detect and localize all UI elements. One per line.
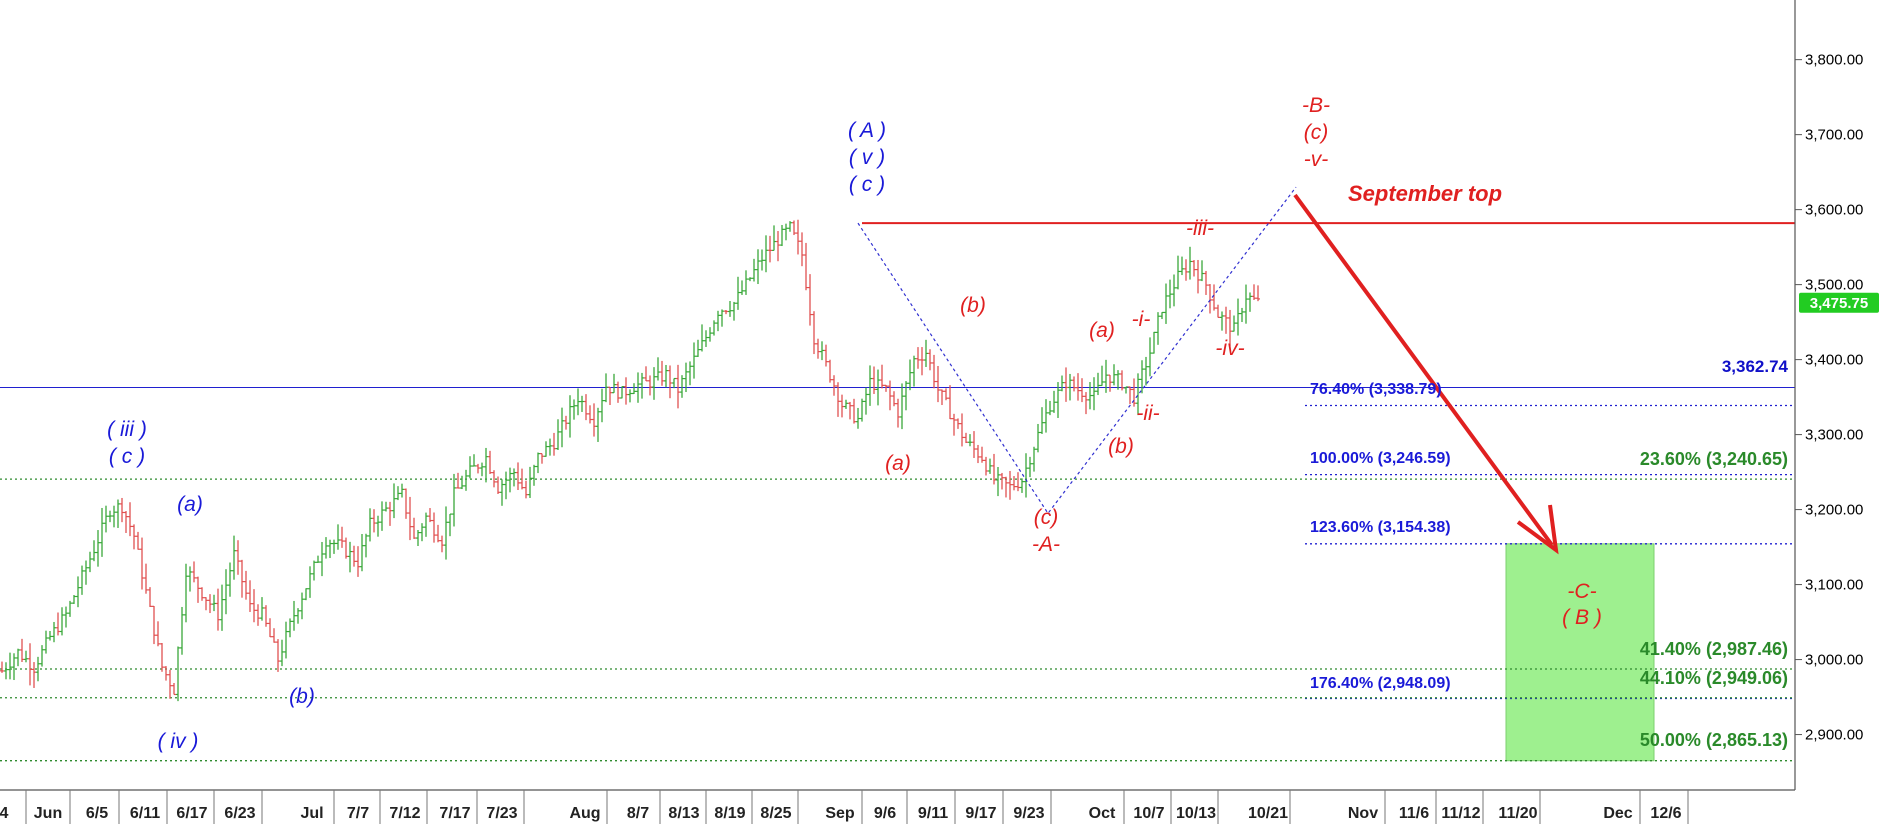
wave-label: ( iv ) [158, 730, 199, 753]
x-tick-label: 6/23 [224, 805, 255, 822]
x-tick-label: 7/17 [439, 805, 470, 822]
wave-guide-lines [857, 186, 1297, 515]
x-tick-label: 6/17 [176, 805, 207, 822]
x-tick-label: 11/6 [1399, 805, 1429, 822]
wave-label-text: ( A ) [848, 119, 886, 142]
x-tick-label: 10/21 [1248, 805, 1288, 822]
price-bars [0, 219, 1260, 702]
x-tick-label: 8/13 [668, 805, 699, 822]
wave-label: -iii- [1186, 217, 1214, 240]
x-tick-label: Dec [1603, 805, 1632, 822]
x-tick-label: 11/20 [1498, 805, 1537, 822]
x-tick-label: 9/6 [874, 805, 896, 822]
wave-label-text: (a) [177, 493, 203, 516]
y-tick-label: 3,400.00 [1805, 352, 1863, 369]
last-price-text: 3,475.75 [1810, 295, 1868, 312]
fib-retracement-label: 44.10% (2,949.06) [1640, 668, 1788, 688]
x-tick-label: Jun [34, 805, 62, 822]
wave-label: -B- (c) -v- [1302, 94, 1330, 171]
target-zone-label: ( B ) [1562, 606, 1602, 629]
wave-label: (a) [177, 493, 203, 516]
wave-label: -iv- [1215, 337, 1244, 360]
x-tick-label: 11/12 [1441, 805, 1480, 822]
fib-extension-label: 100.00% (3,246.59) [1310, 450, 1451, 467]
x-tick-label: 9/11 [918, 805, 948, 822]
wave-label: -i- [1132, 308, 1151, 331]
wave-label: (b) [289, 685, 315, 708]
x-tick-label: 10/7 [1133, 805, 1164, 822]
fib-retracement-label: 50.00% (2,865.13) [1640, 730, 1788, 750]
y-tick-label: 3,600.00 [1805, 202, 1863, 219]
wave-label: (b) [1108, 435, 1134, 458]
y-tick-label: 2,900.00 [1805, 727, 1863, 744]
fib-extension-label: 123.60% (3,154.38) [1310, 519, 1451, 536]
x-tick-label: 9/17 [965, 805, 996, 822]
wave-label-text: -iv- [1215, 337, 1244, 360]
x-tick-label: Nov [1348, 805, 1378, 822]
x-tick-label: 7/7 [347, 805, 369, 822]
x-tick-label: 9/23 [1013, 805, 1044, 822]
wave-label-text: -B- [1302, 94, 1330, 117]
x-tick-label: 12/6 [1650, 805, 1681, 822]
x-tick-label: Oct [1089, 805, 1116, 822]
wave-label-text: ( iv ) [158, 730, 199, 753]
wave-label: (a) [1089, 319, 1115, 342]
x-tick-label: 8/7 [627, 805, 649, 822]
wave-label-text: (b) [1108, 435, 1134, 458]
wave-label: ( iii ) ( c ) [107, 418, 147, 468]
wave-label: ( A ) ( v ) ( c ) [848, 119, 886, 196]
x-tick-label: 7/12 [389, 805, 420, 822]
y-tick-label: 3,000.00 [1805, 652, 1863, 669]
x-tick-label: Sep [825, 805, 855, 822]
wave-label: (a) [885, 452, 911, 475]
wave-label-text: ( c ) [849, 173, 885, 196]
y-tick-label: 3,100.00 [1805, 577, 1863, 594]
wave-label-text: (a) [1089, 319, 1115, 342]
wave-label-text: -i- [1132, 308, 1151, 331]
x-tick-label: 6/11 [130, 805, 160, 822]
wave-label-text: ( c ) [109, 445, 145, 468]
wave-label-text: (c) [1034, 506, 1059, 529]
fib-retracement-label: 23.60% (3,240.65) [1640, 449, 1788, 469]
x-tick-label: Jul [300, 805, 323, 822]
target-zone-label: -C- [1567, 580, 1596, 603]
projection-arrow-head [1516, 504, 1559, 555]
x-tick-label: 8/25 [760, 805, 791, 822]
wave-label-text: -iii- [1186, 217, 1214, 240]
x-tick-label: Aug [569, 805, 600, 822]
wave-label-text: (c) [1304, 121, 1329, 144]
y-tick-label: 3,300.00 [1805, 427, 1863, 444]
wave-label: -ii- [1136, 402, 1159, 425]
y-tick-label: 3,500.00 [1805, 277, 1863, 294]
target-zone-box [1505, 543, 1655, 762]
level-label: September top [1348, 181, 1502, 206]
projection-arrow-shaft [1293, 193, 1554, 547]
wave-label: (b) [960, 294, 986, 317]
wave-label-text: -A- [1032, 533, 1060, 556]
wave-label-text: ( iii ) [107, 418, 147, 441]
y-tick-label: 3,700.00 [1805, 127, 1863, 144]
wave-label: (c) -A- [1032, 506, 1060, 556]
wave-label-text: (a) [885, 452, 911, 475]
level-label: 3,362.74 [1722, 357, 1789, 376]
x-tick-label: 4 [0, 805, 9, 822]
last-price-badge [1799, 292, 1879, 313]
x-tick-label: 8/19 [714, 805, 745, 822]
wave-label-text: (b) [960, 294, 986, 317]
fib-extension-label: 76.40% (3,338.79) [1310, 381, 1442, 398]
wave-label-text: -ii- [1136, 402, 1159, 425]
y-tick-label: 3,800.00 [1805, 52, 1863, 69]
wave-label-text: ( v ) [849, 146, 885, 169]
fib-extension-label: 176.40% (2,948.09) [1310, 675, 1451, 692]
wave-label-text: (b) [289, 685, 315, 708]
fib-retracement-label: 41.40% (2,987.46) [1640, 639, 1788, 659]
x-tick-label: 10/13 [1176, 805, 1216, 822]
y-tick-label: 3,200.00 [1805, 502, 1863, 519]
x-tick-label: 7/23 [486, 805, 517, 822]
wave-label-text: -v- [1304, 148, 1329, 171]
x-tick-label: 6/5 [86, 805, 108, 822]
